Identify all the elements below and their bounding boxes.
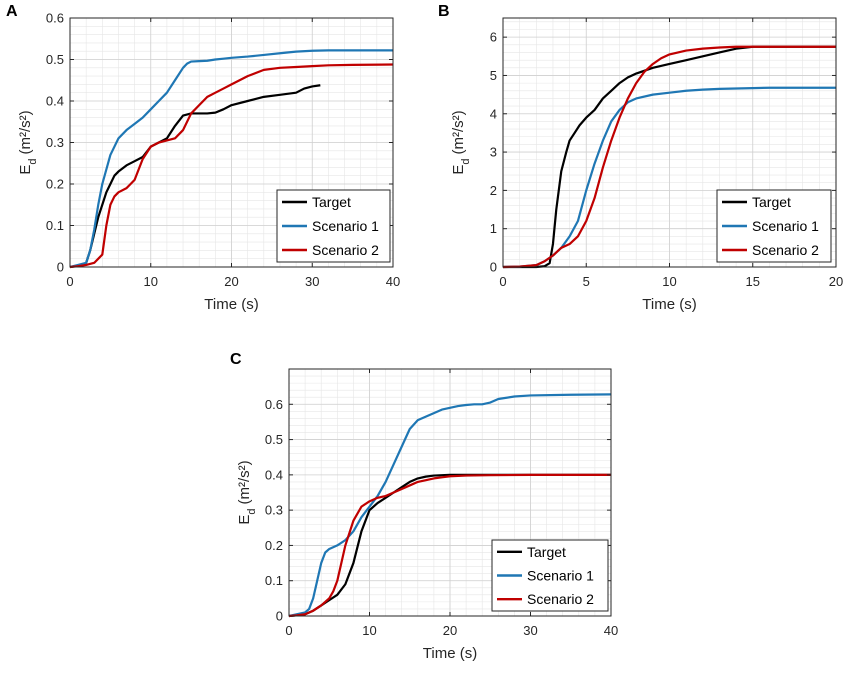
x-tick-label: 30 [305, 274, 319, 289]
y-tick-label: 0.2 [46, 177, 64, 192]
x-tick-label: 10 [144, 274, 158, 289]
y-tick-label: 0.3 [265, 503, 283, 518]
x-tick-label: 10 [362, 623, 376, 638]
y-tick-label: 0.5 [46, 52, 64, 67]
series-line-scenario-2 [69, 63, 394, 269]
x-tick-label: 20 [443, 623, 457, 638]
x-tick-label: 40 [386, 274, 400, 289]
legend-entry-label: Scenario 1 [752, 218, 819, 234]
y-axis-label: Ed(m²/s²) [236, 460, 258, 524]
x-tick-label: 10 [662, 274, 676, 289]
series-line-scenario-1 [69, 49, 393, 269]
y-tick-label: 4 [490, 106, 497, 121]
legend: Target Scenario 1 Scenario 2 [276, 189, 391, 263]
legend-entry-label: Target [312, 194, 351, 210]
series-line-scenario-2 [502, 45, 836, 269]
panel-letter: B [438, 3, 450, 20]
y-axis-label: Ed(m²/s²) [17, 110, 39, 174]
x-tick-label: 0 [66, 274, 73, 289]
legend-entry-label: Target [752, 194, 791, 210]
legend: Target Scenario 1 Scenario 2 [716, 189, 832, 263]
y-tick-label: 0.4 [265, 467, 283, 482]
x-tick-label: 20 [224, 274, 238, 289]
legend-entry-label: Scenario 2 [527, 591, 594, 607]
y-tick-label: 0.3 [46, 135, 64, 150]
x-axis-label: Time (s) [642, 296, 696, 313]
panel-letter: C [230, 351, 242, 368]
y-tick-label: 0 [490, 260, 497, 275]
y-tick-label: 3 [490, 145, 497, 160]
x-axis-label: Time (s) [423, 645, 477, 662]
y-tick-label: 0.6 [46, 11, 64, 26]
y-tick-label: 0.1 [46, 218, 64, 233]
series-line-scenario-1 [288, 393, 612, 618]
x-tick-label: 15 [746, 274, 760, 289]
chart-panel-A: 0 10 20 30 40 0 0.1 0.2 0.3 0.4 0.5 0.6 Time (s) Ed(m… [6, 3, 400, 313]
series-line-scenario-2 [288, 473, 611, 618]
legend-entry-label: Scenario 2 [312, 242, 379, 258]
y-tick-label: 0 [57, 260, 64, 275]
legend: Target Scenario 1 Scenario 2 [491, 539, 609, 612]
y-tick-label: 0.6 [265, 397, 283, 412]
x-axis-label: Time (s) [204, 296, 258, 313]
x-tick-label: 30 [523, 623, 537, 638]
chart-panel-C: 0 10 20 30 40 0 0.1 0.2 0.3 0.4 0.5 0.6 Time (s) Ed(m… [230, 351, 618, 662]
x-tick-label: 5 [583, 274, 590, 289]
y-tick-label: 0.2 [265, 538, 283, 553]
panel-letter: A [6, 3, 18, 20]
chart-panel-B: 0 5 10 15 20 0 1 2 3 4 5 6 Time (s) Ed(m²/s²) Target Sc… [438, 3, 843, 313]
y-tick-label: 0 [276, 609, 283, 624]
legend-entry-label: Scenario 1 [312, 218, 379, 234]
x-tick-label: 20 [829, 274, 843, 289]
y-tick-label: 6 [490, 30, 497, 45]
x-tick-label: 40 [604, 623, 618, 638]
legend-entry-label: Target [527, 544, 566, 560]
y-tick-label: 2 [490, 183, 497, 198]
x-tick-label: 0 [285, 623, 292, 638]
y-tick-label: 0.5 [265, 432, 283, 447]
y-tick-label: 0.1 [265, 573, 283, 588]
legend-entry-label: Scenario 1 [527, 568, 594, 584]
x-tick-label: 0 [499, 274, 506, 289]
legend-entry-label: Scenario 2 [752, 242, 819, 258]
y-tick-label: 1 [490, 221, 497, 236]
y-tick-label: 5 [490, 68, 497, 83]
y-tick-label: 0.4 [46, 94, 64, 109]
y-axis-label: Ed(m²/s²) [450, 110, 472, 174]
